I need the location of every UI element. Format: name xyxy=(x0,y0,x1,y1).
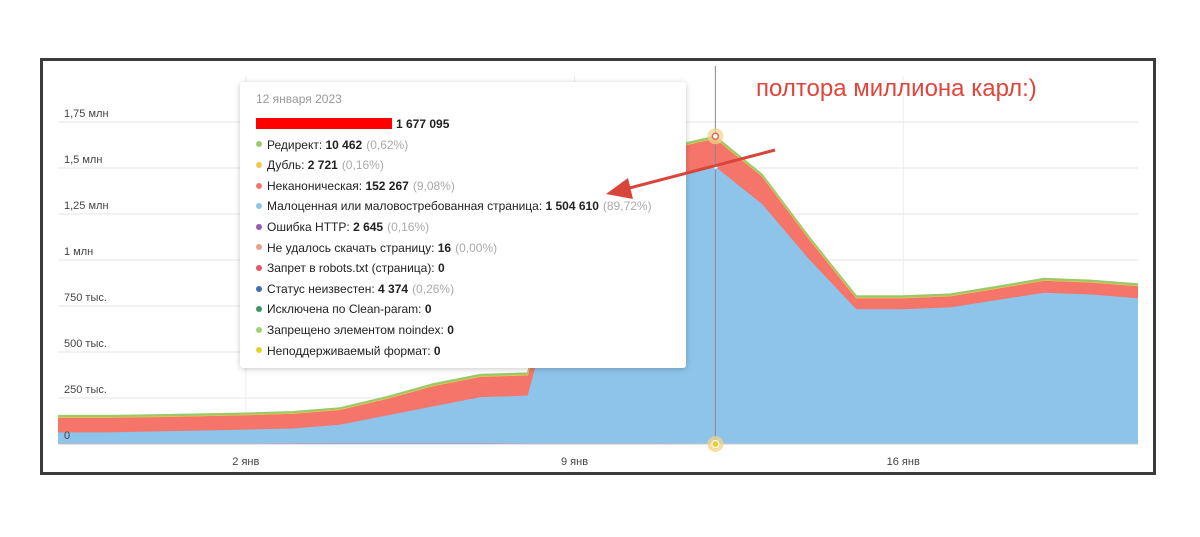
crosshair xyxy=(707,66,724,452)
tooltip-row-percent: (0,62%) xyxy=(366,137,409,152)
tooltip-row-value: 10 462 xyxy=(325,137,363,152)
tooltip-row-value: 152 267 xyxy=(365,178,409,193)
tooltip-row-value: 16 xyxy=(437,240,452,255)
highlight-marker xyxy=(711,132,720,140)
tooltip-row: Статус неизвестен: 4 374 (0,26%) xyxy=(256,279,686,300)
legend-dot-icon xyxy=(256,306,262,313)
redaction-bar xyxy=(256,118,392,130)
tooltip-row-percent: (9,08%) xyxy=(412,178,455,193)
x-tick-label: 16 янв xyxy=(887,456,920,468)
tooltip-rows: Редирект: 10 462 (0,62%) Дубль: 2 721 (0,16… xyxy=(256,135,686,362)
annotation-text: полтора миллиона карл:) xyxy=(756,75,1037,102)
tooltip-row: Дубль: 2 721 (0,16%) xyxy=(256,155,686,176)
y-tick-label: 1,5 млн xyxy=(64,154,102,166)
tooltip-row-label: Исключена по Clean-param: xyxy=(267,302,425,317)
y-tick-label: 500 тыс. xyxy=(64,338,107,350)
tooltip-date: 12 января 2023 xyxy=(256,92,342,106)
chart-frame: 0 250 тыс. 500 тыс. 750 тыс. 1 млн 1,25 млн 1,… xyxy=(40,58,1156,475)
legend-dot-icon xyxy=(256,223,262,230)
tooltip-row-percent: (0,00%) xyxy=(455,240,498,255)
tooltip-row-value: 2 645 xyxy=(353,219,384,234)
tooltip-row-value: 0 xyxy=(447,322,454,337)
y-tick-label: 1,25 млн xyxy=(64,200,109,212)
legend-dot-icon xyxy=(256,285,262,292)
x-tick-label: 2 янв xyxy=(232,456,259,468)
tooltip-row: Исключена по Clean-param: 0 xyxy=(256,299,686,320)
legend-dot-icon xyxy=(256,347,262,354)
y-tick-label: 750 тыс. xyxy=(64,292,107,304)
tooltip-row-value: 2 721 xyxy=(307,158,338,173)
tooltip-row: Редирект: 10 462 (0,62%) xyxy=(256,135,686,156)
tooltip-row: Не удалось скачать страницу: 16 (0,00%) xyxy=(256,238,686,259)
legend-dot-icon xyxy=(256,264,262,271)
tooltip-row-label: Неподдерживаемый формат: xyxy=(267,343,434,358)
highlight-marker xyxy=(712,163,719,170)
tooltip-row-percent: (89,72%) xyxy=(602,199,652,214)
tooltip-row-label: Не удалось скачать страницу: xyxy=(267,240,438,255)
tooltip-total-value: 1 677 095 xyxy=(396,117,450,131)
tooltip-row: Малоценная или маловостребованная страни… xyxy=(256,196,686,217)
tooltip-row-label: Редирект: xyxy=(267,137,326,152)
highlight-marker xyxy=(711,440,720,448)
y-tick-label: 1,75 млн xyxy=(64,108,109,120)
x-tick-label: 9 янв xyxy=(561,456,588,468)
tooltip: 12 января 2023 1 677 095 Редирект: 10 46… xyxy=(240,82,686,368)
tooltip-row-value: 1 504 610 xyxy=(545,199,599,214)
y-axis-ticks: 0 250 тыс. 500 тыс. 750 тыс. 1 млн 1,25 млн 1,… xyxy=(64,108,109,442)
tooltip-row-value: 4 374 xyxy=(378,281,409,296)
tooltip-row-percent: (0,16%) xyxy=(341,158,384,173)
tooltip-row-percent: (0,26%) xyxy=(412,281,455,296)
tooltip-row: Запрет в robots.txt (страница): 0 xyxy=(256,258,686,279)
y-tick-label: 250 тыс. xyxy=(64,384,107,396)
tooltip-row-label: Запрет в robots.txt (страница): xyxy=(267,261,438,276)
tooltip-row-label: Ошибка HTTP: xyxy=(267,219,354,234)
legend-dot-icon xyxy=(256,162,262,169)
tooltip-row-label: Дубль: xyxy=(267,158,308,173)
tooltip-row-value: 0 xyxy=(437,261,445,276)
y-tick-label: 1 млн xyxy=(64,246,93,258)
tooltip-row-label: Запрещено элементом noindex: xyxy=(267,322,448,337)
legend-dot-icon xyxy=(256,141,262,148)
legend-dot-icon xyxy=(256,203,262,210)
tooltip-row: Неподдерживаемый формат: 0 xyxy=(256,341,686,362)
tooltip-row: Запрещено элементом noindex: 0 xyxy=(256,320,686,341)
y-tick-label: 0 xyxy=(64,430,70,442)
tooltip-row: Неканоническая: 152 267 (9,08%) xyxy=(256,176,686,197)
x-axis-ticks: 2 янв 9 янв 16 янв xyxy=(232,456,920,468)
tooltip-row-value: 0 xyxy=(433,343,441,358)
tooltip-row-label: Неканоническая: xyxy=(267,178,366,193)
tooltip-row-label: Малоценная или маловостребованная страни… xyxy=(267,199,546,214)
legend-dot-icon xyxy=(256,326,262,333)
legend-dot-icon xyxy=(256,244,262,251)
tooltip-total-row: 1 677 095 xyxy=(256,114,686,135)
tooltip-row: Ошибка HTTP: 2 645 (0,16%) xyxy=(256,217,686,238)
tooltip-row-label: Статус неизвестен: xyxy=(267,281,379,296)
legend-dot-icon xyxy=(256,182,262,189)
tooltip-row-value: 0 xyxy=(424,302,432,317)
tooltip-row-percent: (0,16%) xyxy=(387,219,430,234)
